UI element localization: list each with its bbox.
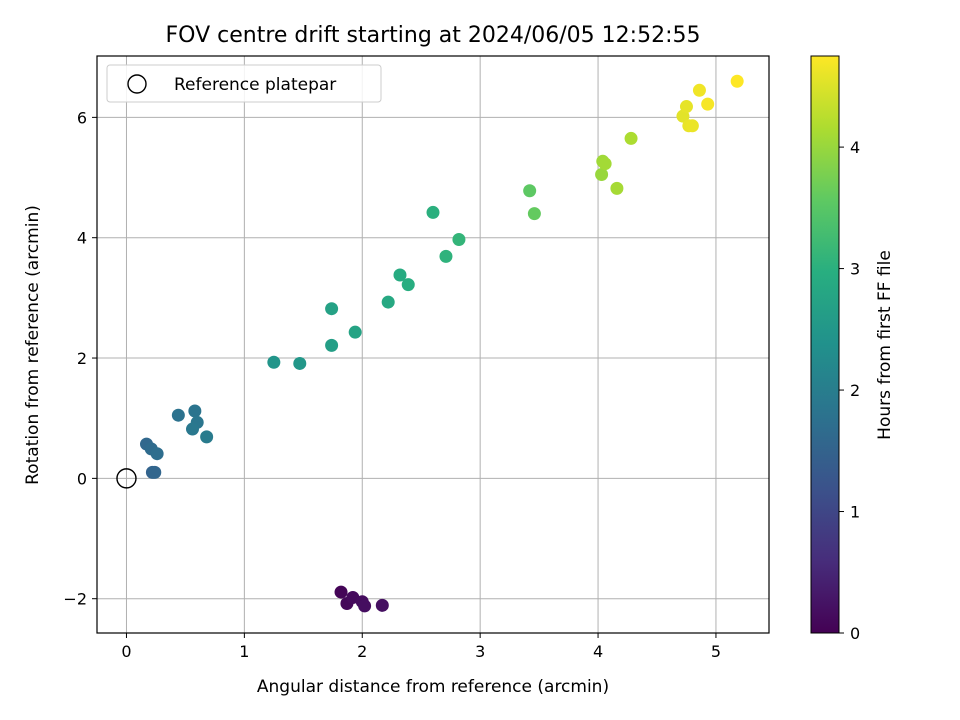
data-point — [150, 447, 164, 461]
legend-entry-reference-platepar: Reference platepar — [174, 75, 336, 95]
data-point — [692, 83, 706, 97]
plot-frame — [96, 55, 770, 634]
data-point — [375, 598, 389, 612]
data-point — [523, 184, 537, 198]
x-tick-label: 3 — [475, 642, 485, 661]
legend: Reference platepar — [106, 64, 382, 103]
x-tick-label: 4 — [593, 642, 603, 661]
chart-title: FOV centre drift starting at 2024/06/05 … — [166, 23, 701, 48]
data-point — [610, 181, 624, 195]
y-axis-label: Rotation from reference (arcmin) — [23, 205, 43, 485]
x-tick-label: 5 — [711, 642, 721, 661]
data-points — [140, 74, 744, 613]
legend-box — [106, 64, 382, 103]
colorbar-tick-label: 4 — [850, 138, 860, 157]
colorbar-tick-label: 3 — [850, 260, 860, 279]
data-point — [527, 207, 541, 221]
x-axis-label: Angular distance from reference (arcmin) — [257, 677, 609, 697]
data-point — [267, 355, 281, 369]
data-point — [185, 422, 199, 436]
data-point — [401, 278, 415, 292]
data-point — [325, 302, 339, 316]
data-point — [730, 74, 744, 88]
y-tick-label: 6 — [77, 108, 87, 127]
data-point — [452, 233, 466, 247]
data-point — [334, 585, 348, 599]
data-point — [325, 338, 339, 352]
colorbar: 0 1 2 3 4 Hours from first FF file — [810, 55, 895, 643]
grid-lines — [97, 56, 769, 633]
data-point — [348, 325, 362, 339]
x-tick-label: 2 — [357, 642, 367, 661]
reference-platepar-marker — [116, 468, 137, 489]
colorbar-tick-label: 0 — [850, 624, 860, 643]
colorbar-ticks: 0 1 2 3 4 — [839, 138, 860, 643]
colorbar-label: Hours from first FF file — [875, 250, 895, 440]
data-point — [393, 268, 407, 282]
y-tick-label: 4 — [77, 229, 87, 248]
data-point — [148, 465, 162, 479]
x-tick-label: 0 — [121, 642, 131, 661]
data-point — [171, 408, 185, 422]
data-point — [381, 295, 395, 309]
data-point — [439, 249, 453, 263]
data-point — [598, 157, 612, 171]
y-tick-label: −2 — [63, 590, 87, 609]
data-point — [679, 100, 693, 114]
legend-reference-marker — [127, 74, 147, 94]
data-point — [358, 599, 372, 613]
data-point — [188, 404, 202, 418]
x-tick-label: 1 — [239, 642, 249, 661]
colorbar-gradient — [810, 55, 840, 634]
data-point — [595, 168, 609, 182]
colorbar-tick-label: 2 — [850, 381, 860, 400]
colorbar-tick-label: 1 — [850, 503, 860, 522]
y-tick-label: 0 — [77, 469, 87, 488]
data-point — [685, 119, 699, 133]
y-axis-ticks: −2 0 2 4 6 — [63, 108, 97, 609]
data-point — [624, 131, 638, 145]
data-point — [200, 430, 214, 444]
data-point — [426, 205, 440, 219]
data-point — [293, 356, 307, 370]
y-tick-label: 2 — [77, 349, 87, 368]
data-point — [701, 97, 715, 111]
x-axis-ticks: 0 1 2 3 4 5 — [121, 633, 721, 661]
reference-marker-group — [116, 468, 137, 489]
